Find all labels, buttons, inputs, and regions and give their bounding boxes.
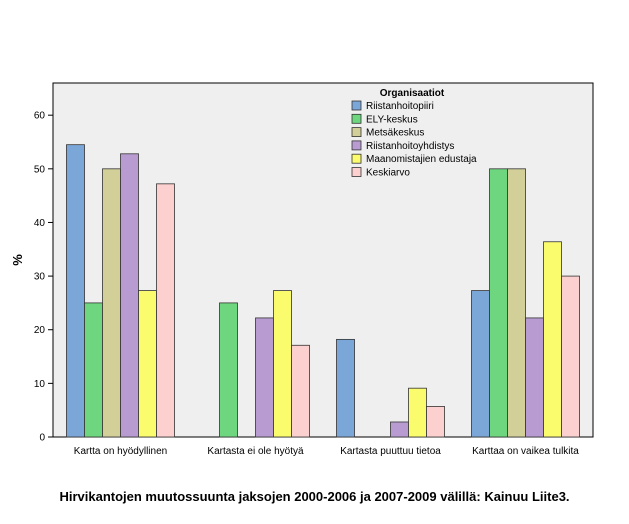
bar [291,344,310,438]
legend-swatch [351,113,362,124]
bar [120,153,139,438]
bar [102,168,121,438]
bar [138,290,157,438]
bar [390,421,409,438]
bar [255,317,274,438]
bars-group [66,144,580,438]
legend-label: Riistanhoitoyhdistys [366,141,454,152]
bar [66,144,85,438]
bar [507,168,526,438]
legend-title: Organisaatiot [380,88,445,99]
y-axis: 0 10 20 30 40 50 60 [34,111,53,444]
y-tick-label: 20 [34,325,46,336]
legend-swatch [351,140,362,151]
x-category-label: Kartasta puuttuu tietoa [340,446,441,457]
legend-swatch [351,100,362,111]
bar [543,241,562,438]
bar [219,302,238,438]
legend-label: Metsäkeskus [366,128,424,139]
bar [489,168,508,438]
bar [336,338,355,438]
legend-swatch [351,153,362,164]
y-tick-label: 60 [34,111,46,122]
bar [84,302,103,438]
y-tick-label: 0 [39,433,45,444]
legend: Organisaatiot Riistanhoitopiiri ELY-kesku… [351,88,477,179]
legend-label: Riistanhoitopiiri [366,101,434,112]
legend-label: Keskiarvo [366,168,410,179]
y-axis-title: % [10,254,25,266]
bar [471,290,490,438]
legend-swatch [351,167,362,177]
bar [525,317,544,438]
bar [426,406,445,438]
bar [561,275,580,438]
x-category-label: Karttaa on vaikea tulkita [472,446,579,457]
y-tick-label: 30 [34,272,46,283]
x-axis-labels: Kartta on hyödyllinen Kartasta ei ole hyö… [74,446,580,457]
y-tick-label: 50 [34,164,46,175]
figure-caption: Hirvikantojen muutossuunta jaksojen 2000… [59,489,570,504]
legend-swatch [351,127,362,137]
legend-label: ELY-keskus [366,114,418,125]
legend-label: Maanomistajien edustaja [366,154,477,165]
bar [408,387,427,438]
chart: 0 10 20 30 40 50 60 Kartta on hyödyllinen Karta… [10,82,594,457]
x-category-label: Kartasta ei ole hyötyä [207,446,304,457]
x-category-label: Kartta on hyödyllinen [74,446,167,457]
bar [156,183,175,438]
bar [273,290,292,438]
y-tick-label: 40 [34,218,46,229]
y-tick-label: 10 [34,379,46,390]
